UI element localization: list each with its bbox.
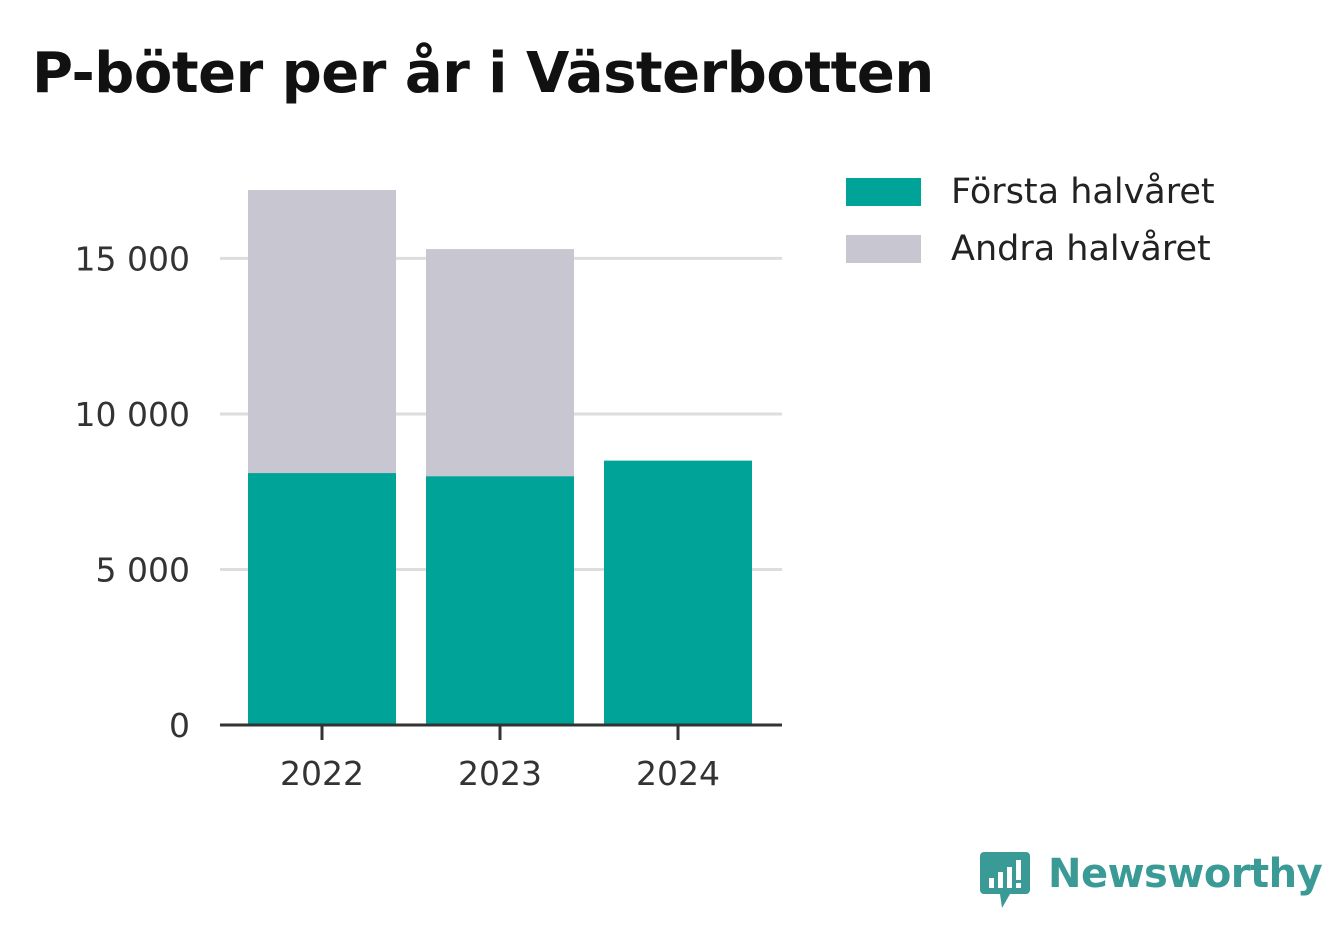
legend-label-first-half: Första halvåret (951, 172, 1215, 212)
x-tick-label: 2022 (280, 754, 364, 793)
bar-chart: 0 5 000 10 000 15 000 2022 2023 2024 (75, 190, 782, 793)
x-tick-label: 2024 (636, 754, 720, 793)
chart-title: P-böter per år i Västerbotten (32, 41, 934, 106)
axes (220, 723, 782, 740)
bars (248, 190, 752, 725)
bar-2024-series-1 (604, 460, 752, 725)
y-tick-label: 10 000 (75, 395, 190, 434)
y-tick-label: 0 (169, 706, 190, 745)
bar-2022-series-2 (248, 190, 396, 474)
brand-name: Newsworthy (1048, 851, 1322, 897)
newsworthy-logo-icon (980, 852, 1030, 908)
bar-2023-series-1 (426, 476, 574, 725)
legend-swatch-first-half (846, 178, 921, 206)
tick-labels: 0 5 000 10 000 15 000 2022 2023 2024 (75, 239, 720, 793)
legend-label-second-half: Andra halvåret (951, 229, 1211, 269)
legend-swatch-second-half (846, 235, 921, 263)
x-tick-label: 2023 (458, 754, 542, 793)
bar-2023-series-2 (426, 249, 574, 477)
bar-2022-series-1 (248, 473, 396, 725)
y-tick-label: 5 000 (96, 550, 190, 589)
y-tick-label: 15 000 (75, 239, 190, 278)
